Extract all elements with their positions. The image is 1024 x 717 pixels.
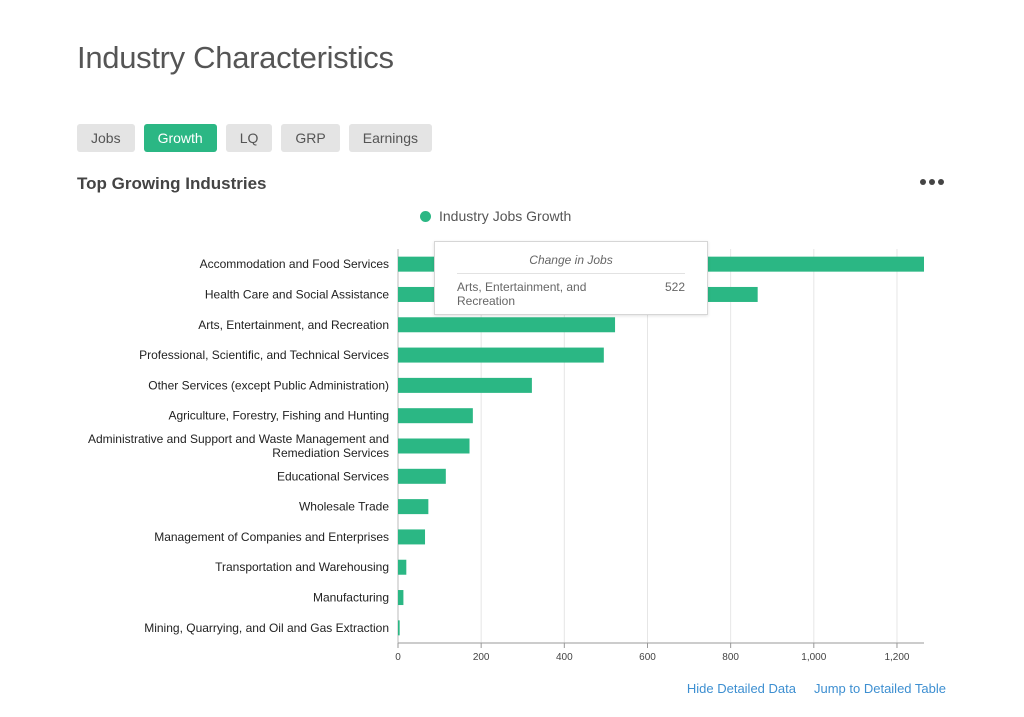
category-label-line: Accommodation and Food Services [200,257,389,271]
category-label-line: Management of Companies and Enterprises [154,530,389,544]
category-label: Administrative and Support and Waste Man… [88,432,389,460]
bar[interactable] [398,438,470,454]
category-label: Arts, Entertainment, and Recreation [198,318,389,332]
category-label-line: Health Care and Social Assistance [205,287,389,301]
category-label-line: Transportation and Warehousing [215,560,389,574]
tooltip-value: 522 [664,280,685,294]
category-label-line: Mining, Quarrying, and Oil and Gas Extra… [144,621,389,635]
bar[interactable] [398,347,604,363]
tooltip-title: Change in Jobs [529,253,613,267]
dot-icon [938,179,944,185]
tab-jobs[interactable]: Jobs [77,124,135,152]
tooltip-divider [457,273,685,274]
x-tick-label: 1,200 [884,652,909,663]
dot-icon [920,179,926,185]
bar[interactable] [398,620,400,636]
category-label: Manufacturing [313,591,389,605]
category-label: Transportation and Warehousing [215,560,389,574]
category-label-line: Wholesale Trade [299,500,389,514]
category-label-line: Administrative and Support and Waste Man… [88,432,389,446]
footer-links: Hide Detailed Data Jump to Detailed Tabl… [687,681,946,696]
category-label: Educational Services [277,469,389,483]
bar[interactable] [398,559,407,575]
category-label-line: Professional, Scientific, and Technical … [139,348,389,362]
legend-label: Industry Jobs Growth [439,208,572,224]
hide-detailed-data-link[interactable]: Hide Detailed Data [686,681,796,696]
category-label: Health Care and Social Assistance [205,287,389,301]
dot-icon [929,179,935,185]
more-options-icon[interactable] [920,176,944,188]
jump-to-detailed-table-link[interactable]: Jump to Detailed Table [813,681,946,696]
tab-earnings[interactable]: Earnings [348,124,432,152]
category-label-line: Manufacturing [313,591,389,605]
category-label: Other Services (except Public Administra… [148,378,389,392]
page-title: Industry Characteristics [77,40,394,75]
bar[interactable] [398,317,616,333]
category-label-line: Educational Services [277,469,389,483]
tooltip-row: Arts, Entertainment, and Recreation 522 [435,274,707,308]
x-tick-label: 400 [556,652,573,663]
x-tick-label: 1,000 [801,652,826,663]
tab-growth[interactable]: Growth [143,124,217,152]
x-tick-label: 800 [722,652,739,663]
category-label: Accommodation and Food Services [200,257,389,271]
category-label-line: Remediation Services [272,446,389,460]
metric-tabs: Jobs Growth LQ GRP Earnings [77,124,432,152]
tooltip-label: Arts, Entertainment, and Recreation [457,280,587,308]
x-tick-label: 200 [473,652,490,663]
tab-grp[interactable]: GRP [281,124,340,152]
chart-legend[interactable]: Industry Jobs Growth [420,208,571,224]
bar[interactable] [398,499,429,515]
section-title: Top Growing Industries [77,174,267,193]
bar[interactable] [398,590,404,606]
x-tick-label: 0 [395,652,401,663]
bar[interactable] [398,468,446,484]
category-label-line: Other Services (except Public Administra… [148,378,389,392]
bar[interactable] [398,408,473,424]
category-label: Professional, Scientific, and Technical … [139,348,389,362]
legend-dot-icon [420,210,431,222]
category-label: Agriculture, Forestry, Fishing and Hunti… [168,409,389,423]
x-tick-label: 600 [639,652,656,663]
bar[interactable] [398,377,532,393]
category-label: Management of Companies and Enterprises [154,530,389,544]
category-label-line: Agriculture, Forestry, Fishing and Hunti… [168,409,389,423]
bar[interactable] [398,529,426,545]
tab-lq[interactable]: LQ [225,124,273,152]
category-label-line: Arts, Entertainment, and Recreation [198,318,389,332]
category-label: Mining, Quarrying, and Oil and Gas Extra… [144,621,389,635]
chart-tooltip: Change in Jobs Arts, Entertainment, and … [434,241,708,315]
category-label: Wholesale Trade [299,500,389,514]
